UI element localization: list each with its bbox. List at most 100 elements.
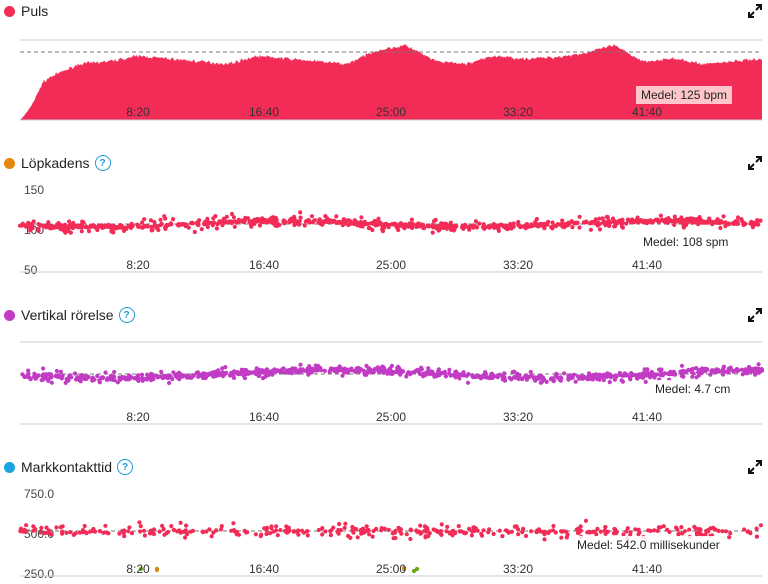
data-point — [652, 528, 657, 533]
x-tick-label: 25:00 — [376, 105, 406, 119]
data-point — [135, 378, 141, 383]
data-point — [159, 369, 164, 374]
data-point — [291, 529, 296, 534]
data-point — [402, 226, 407, 231]
data-point — [316, 363, 321, 369]
data-point — [390, 531, 395, 536]
expand-icon[interactable] — [748, 4, 762, 18]
data-point — [447, 530, 452, 535]
data-point — [175, 529, 180, 534]
data-point — [504, 226, 509, 231]
data-point — [461, 370, 466, 375]
data-point — [287, 219, 293, 224]
data-point — [232, 224, 237, 229]
data-point — [301, 530, 306, 535]
data-point — [597, 227, 603, 232]
data-point — [299, 369, 304, 374]
data-point — [117, 531, 122, 536]
data-point — [489, 371, 494, 376]
data-point — [382, 526, 387, 531]
data-point — [414, 566, 420, 572]
data-point — [77, 530, 83, 535]
data-point — [229, 528, 234, 533]
data-point — [656, 525, 662, 530]
data-point — [735, 215, 741, 220]
data-point — [658, 373, 664, 378]
data-point — [691, 371, 696, 376]
data-point — [564, 535, 569, 540]
data-point — [219, 527, 224, 532]
data-point — [151, 527, 157, 532]
data-point — [715, 220, 720, 225]
data-point — [698, 532, 703, 537]
data-point — [471, 525, 476, 530]
data-point — [716, 368, 721, 373]
data-point — [253, 532, 258, 537]
data-point — [305, 529, 310, 534]
data-point — [370, 220, 375, 226]
data-point — [386, 527, 391, 532]
data-point — [633, 527, 638, 532]
data-point — [742, 527, 747, 532]
data-point — [757, 370, 762, 375]
data-point — [213, 214, 218, 219]
help-icon[interactable]: ? — [94, 155, 111, 171]
expand-icon[interactable] — [748, 156, 762, 170]
data-point — [140, 220, 145, 225]
data-point — [530, 223, 535, 228]
data-point — [447, 367, 452, 372]
data-point — [72, 371, 78, 376]
x-tick-label: 16:40 — [249, 258, 279, 272]
data-point — [109, 375, 114, 380]
data-point — [60, 524, 65, 529]
data-point — [551, 523, 556, 529]
data-point — [264, 528, 269, 533]
data-point — [320, 526, 325, 531]
data-point — [209, 534, 214, 539]
y-tick-label: 50 — [24, 263, 38, 277]
data-point — [613, 223, 618, 229]
data-point — [448, 220, 453, 225]
data-point — [156, 223, 161, 229]
data-point — [175, 222, 180, 227]
data-point — [470, 374, 475, 379]
data-point — [699, 218, 704, 223]
data-point — [554, 372, 560, 377]
data-point — [631, 219, 636, 224]
data-point — [583, 518, 589, 523]
data-point — [160, 523, 165, 528]
data-point — [681, 225, 687, 230]
data-point — [29, 223, 34, 228]
help-icon[interactable]: ? — [117, 459, 134, 475]
data-point — [312, 218, 317, 223]
data-point — [183, 528, 188, 533]
data-point — [679, 363, 685, 368]
data-point — [49, 532, 54, 537]
data-point — [606, 222, 611, 227]
data-point — [436, 367, 441, 372]
data-point — [577, 225, 582, 230]
data-point — [540, 379, 545, 384]
data-point — [239, 370, 244, 375]
data-point — [467, 526, 472, 531]
data-point — [256, 373, 261, 378]
panel-title: Vertikal rörelse ? — [4, 304, 135, 326]
data-point — [78, 376, 83, 381]
data-point — [517, 223, 522, 228]
data-point — [346, 218, 351, 223]
expand-icon[interactable] — [748, 308, 762, 322]
data-point — [367, 226, 373, 231]
data-point — [53, 374, 59, 379]
expand-icon[interactable] — [748, 460, 762, 474]
data-point — [703, 532, 708, 537]
data-point — [437, 371, 442, 376]
data-point — [479, 531, 484, 536]
data-point — [426, 366, 431, 371]
data-point — [422, 528, 427, 533]
data-point — [86, 229, 92, 234]
data-point — [740, 372, 745, 377]
data-point — [623, 371, 628, 377]
data-point — [257, 223, 262, 228]
x-tick-label: 41:40 — [632, 562, 662, 576]
help-icon[interactable]: ? — [118, 307, 135, 323]
